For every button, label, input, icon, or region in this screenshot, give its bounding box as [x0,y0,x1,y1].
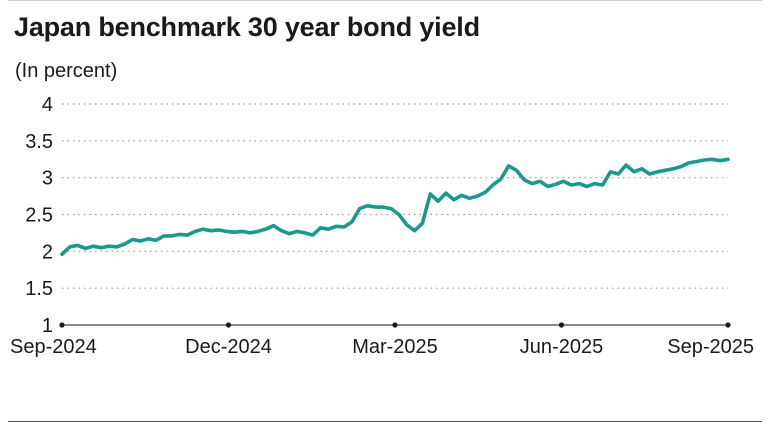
series-line [60,157,730,257]
top-divider [8,0,762,1]
x-tick-label: Jun-2025 [520,336,603,358]
x-tick-label: Dec-2024 [185,336,272,358]
y-tick-label: 4 [42,94,53,116]
y-axis-ticks: 1 1.5 2 2.5 3 3.5 4 [25,94,53,337]
x-tick-mark [225,322,232,328]
x-tick-mark [59,322,65,328]
y-tick-label: 2.5 [25,205,53,227]
y-tick-label: 3.5 [25,131,53,153]
chart-title: Japan benchmark 30 year bond yield [14,12,480,42]
chart-subtitle: (In percent) [15,60,118,82]
grid-layer [62,103,728,326]
y-tick-label: 3 [42,168,53,190]
x-axis-ticks: Sep-2024 Dec-2024 Mar-2025 Jun-2025 Sep-2025 [10,322,754,358]
x-tick-mark [725,322,731,328]
y-tick-label: 2 [42,241,53,263]
x-tick-label: Sep-2024 [10,336,97,358]
x-tick-label: Mar-2025 [352,336,438,358]
y-tick-label: 1 [42,315,53,337]
series-layer [60,157,730,257]
y-tick-label: 1.5 [25,278,53,300]
x-tick-label: Sep-2025 [667,336,754,358]
x-tick-mark [392,322,398,328]
x-tick-mark [558,322,565,328]
bottom-divider [8,421,762,422]
